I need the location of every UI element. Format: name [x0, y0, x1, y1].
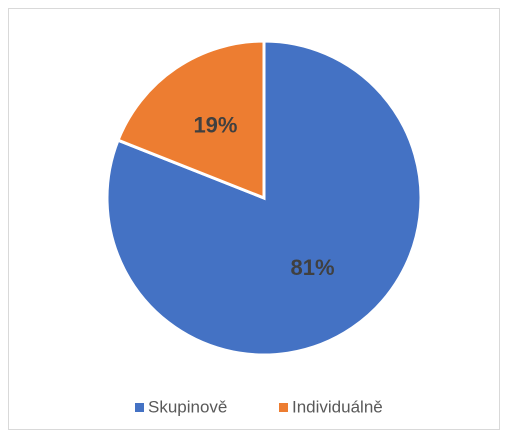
- legend-label: Individuálně: [292, 397, 383, 416]
- legend-label: Skupinově: [148, 397, 227, 416]
- data-label: 19%: [193, 112, 237, 137]
- data-label: 81%: [291, 255, 335, 280]
- pie-slice: [116, 39, 266, 201]
- legend-swatch: [135, 403, 144, 412]
- legend-swatch: [279, 403, 288, 412]
